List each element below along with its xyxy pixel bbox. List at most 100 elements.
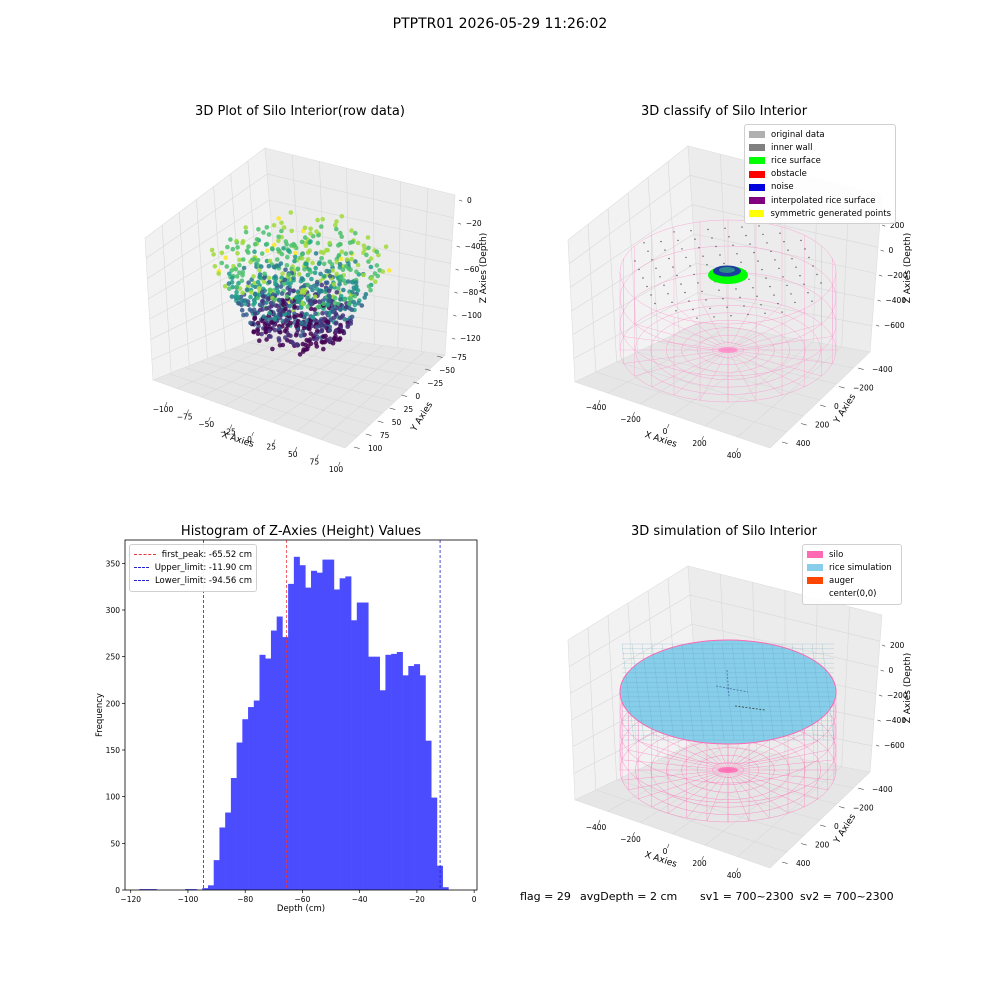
interpolated-surface-dot xyxy=(684,291,686,294)
silo-floor-spoke xyxy=(651,349,729,387)
scatter-point xyxy=(312,270,318,276)
scatter-point xyxy=(368,287,373,293)
panel1-x-tick-label: 0 xyxy=(247,435,252,444)
panel1-x-tick-label: −100 xyxy=(153,405,174,414)
gridline xyxy=(248,342,421,379)
scatter-point xyxy=(255,328,261,333)
scatter-point xyxy=(321,261,327,267)
upper-limit-line-sample xyxy=(134,567,149,569)
scatter-point xyxy=(307,248,313,253)
rice-mesh-line xyxy=(781,643,795,741)
noise-swatch xyxy=(749,183,765,191)
histogram-bars xyxy=(139,556,449,890)
panel2-x-tick-label: 0 xyxy=(663,427,668,436)
gridline xyxy=(196,199,208,359)
scatter-point xyxy=(333,222,338,228)
scatter-point xyxy=(252,316,257,322)
histogram-bar xyxy=(425,740,432,890)
scatter-point xyxy=(316,232,321,238)
scatter-point xyxy=(248,320,253,326)
silo-floor-spoke xyxy=(623,349,729,364)
panel2-y-tick-label: 0 xyxy=(834,402,839,411)
interpolated-surface-dot xyxy=(749,243,751,245)
silo-floor-spoke xyxy=(727,349,833,364)
scatter-point xyxy=(338,297,343,302)
scatter-point xyxy=(325,247,331,253)
scatter-point xyxy=(223,255,228,261)
panel3-chart: −120 −100 −80 −60 −40 −20 0 0 50 100 150 200 250 300… xyxy=(95,539,478,914)
panel1-x-tick-mark xyxy=(273,439,276,444)
scatter-point xyxy=(275,247,281,252)
panel4-y-tick-mark xyxy=(800,843,807,846)
scatter-point xyxy=(313,311,318,317)
symmetric-generated-points-swatch xyxy=(749,210,765,218)
gridline xyxy=(269,199,453,242)
scatter-point xyxy=(269,246,275,251)
histogram-bar xyxy=(248,707,255,890)
scatter-point xyxy=(298,295,304,301)
interpolated-surface-dot xyxy=(743,305,745,307)
gridline xyxy=(272,345,384,423)
interpolated-surface-dot xyxy=(673,231,675,233)
panel1-x-tick-mark xyxy=(338,461,341,467)
scatter-point xyxy=(325,303,331,308)
x-tick-label: 0 xyxy=(472,895,477,904)
scatter-point xyxy=(366,284,372,289)
y-tick-label: 200 xyxy=(106,699,121,708)
scatter-point xyxy=(293,333,299,338)
interpolated-surface-dot xyxy=(692,308,694,311)
scatter-point xyxy=(227,271,232,277)
histogram-y-ticks: 0 50 100 150 200 250 300 350 xyxy=(106,559,125,895)
panel1-y-tick-mark xyxy=(436,355,443,358)
scatter-point xyxy=(349,256,355,262)
scatter-point xyxy=(254,237,260,242)
interpolated-surface-dot xyxy=(769,285,771,288)
scatter-point xyxy=(369,276,374,281)
scatter-point xyxy=(334,259,340,265)
histogram-bar xyxy=(276,616,283,890)
auger-mark xyxy=(726,669,730,697)
interpolated-surface-dot xyxy=(730,315,732,317)
scatter-point xyxy=(318,271,323,277)
panel2-z-tick-label: 0 xyxy=(889,246,894,255)
scatter-point xyxy=(339,214,345,219)
panel1-y-tick-label: 75 xyxy=(380,431,390,440)
panel4-rice-simulation-surface xyxy=(619,639,837,745)
histogram-bar xyxy=(356,602,363,890)
panel2-rice-surface-cluster xyxy=(708,265,748,284)
gridline xyxy=(247,160,263,338)
panel1-scatter-points xyxy=(209,210,392,357)
interpolated-surface-dot xyxy=(761,268,763,271)
panel1-x-tick-mark xyxy=(294,446,298,452)
panel2-z-tick-mark xyxy=(875,324,880,327)
rice-simulation-swatch xyxy=(807,564,823,572)
rice-surface-swatch xyxy=(749,157,765,165)
panel4-x-tick-mark xyxy=(667,843,670,849)
panel2-x-tick-label: 200 xyxy=(692,439,707,448)
histogram-bar xyxy=(139,889,146,890)
histogram-bar xyxy=(305,587,312,890)
scatter-point xyxy=(248,259,253,265)
scatter-point xyxy=(308,341,314,347)
legend-item-original-data: original data xyxy=(749,128,891,141)
interpolated-surface-dot xyxy=(753,251,755,254)
interpolated-surface-dot xyxy=(707,228,709,231)
legend-item-first-peak: first_peak: -65.52 cm xyxy=(134,548,252,561)
panel1-z-tick-label: −40 xyxy=(465,242,481,251)
scatter-point xyxy=(309,301,314,307)
scatter-point xyxy=(330,306,335,312)
gridline xyxy=(267,173,454,219)
status-avg-depth: avgDepth = 2 cm xyxy=(580,890,678,903)
interpolated-surface-dot xyxy=(660,240,662,243)
scatter-point xyxy=(280,271,285,276)
panel1-x-tick-label: 75 xyxy=(310,458,320,467)
interpolated-surface-dot xyxy=(766,242,768,244)
panel2-x-tick-mark xyxy=(598,399,601,405)
scatter-point xyxy=(271,264,277,270)
scatter-point xyxy=(229,268,234,273)
silo-floor-spoke xyxy=(727,299,757,351)
scatter-point xyxy=(276,297,282,303)
scatter-point xyxy=(267,258,273,264)
interpolated-surface-dot xyxy=(739,296,741,299)
silo-floor-spoke xyxy=(686,769,729,819)
